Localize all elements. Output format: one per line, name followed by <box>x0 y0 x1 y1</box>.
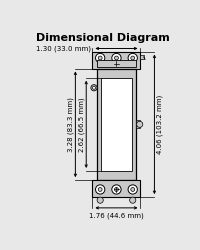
Circle shape <box>130 197 136 203</box>
Text: 4.06 (103.2 mm): 4.06 (103.2 mm) <box>157 95 163 154</box>
Text: Dimensional Diagram: Dimensional Diagram <box>36 33 169 43</box>
Circle shape <box>115 188 118 192</box>
Circle shape <box>137 121 143 128</box>
Bar <box>97 60 136 67</box>
Circle shape <box>131 56 135 60</box>
Circle shape <box>96 54 105 62</box>
Text: 1.76 (44.6 mm): 1.76 (44.6 mm) <box>89 212 144 219</box>
Text: 1.30 (33.0 mm): 1.30 (33.0 mm) <box>36 45 91 52</box>
Circle shape <box>92 86 96 89</box>
Circle shape <box>112 185 121 194</box>
Text: 3.28 (83.3 mm): 3.28 (83.3 mm) <box>67 97 74 152</box>
Circle shape <box>128 54 137 62</box>
Circle shape <box>97 197 103 203</box>
Circle shape <box>91 85 97 91</box>
Circle shape <box>96 185 105 194</box>
Circle shape <box>112 54 121 62</box>
Text: 2.62 (66.5 mm): 2.62 (66.5 mm) <box>78 97 85 152</box>
Bar <box>92 180 140 197</box>
Bar <box>97 68 136 180</box>
Bar <box>136 120 140 128</box>
Circle shape <box>115 56 118 60</box>
Bar <box>140 55 144 59</box>
Circle shape <box>98 56 102 60</box>
Circle shape <box>128 185 137 194</box>
Circle shape <box>98 188 102 192</box>
Bar <box>101 78 132 171</box>
Circle shape <box>131 188 135 192</box>
Bar <box>92 52 140 68</box>
